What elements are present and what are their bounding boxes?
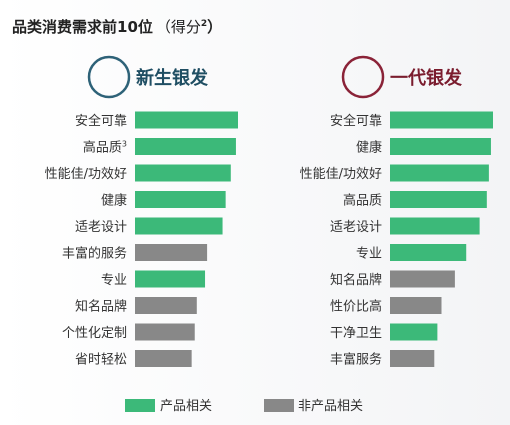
left-category-label-2: 高品质3 [83, 140, 127, 156]
right-panel-heading: 一代银发 [390, 67, 463, 89]
left-bar-4 [135, 191, 226, 208]
right-category-label-5: 适老设计 [330, 220, 382, 235]
right-category-label-7: 知名品牌 [330, 272, 382, 288]
chart-title-main: 品类消费需求前10位 [12, 18, 153, 36]
legend-label-product: 产品相关 [160, 399, 212, 414]
legend-swatch-product [125, 399, 155, 412]
left-bar-3 [135, 164, 231, 182]
right-category-label-1: 安全可靠 [330, 113, 382, 129]
legend-swatch-non-product [264, 399, 294, 412]
left-category-label-1: 安全可靠 [75, 113, 127, 129]
right-category-label-8: 性价比高 [330, 299, 382, 315]
right-bar-4 [390, 191, 487, 208]
right-panel-circle [341, 55, 385, 99]
right-bar-2 [390, 138, 491, 155]
left-bar-2 [135, 138, 236, 155]
right-bar-10 [390, 350, 435, 367]
left-category-label-9: 个性化定制 [62, 326, 127, 341]
left-bar-6 [135, 244, 208, 261]
left-category-label-8: 知名品牌 [75, 299, 127, 315]
left-bar-9 [135, 323, 195, 341]
left-category-label-5: 适老设计 [75, 220, 127, 235]
chart-title-footnote: 2 [200, 19, 208, 29]
left-category-label-3: 性能佳/功效好 [45, 167, 127, 182]
chart-title-paren-open: （得分 [155, 18, 201, 36]
left-panel-heading: 新生银发 [136, 67, 209, 89]
right-category-label-6: 专业 [356, 247, 382, 262]
left-bar-10 [135, 350, 192, 367]
left-panel-circle [87, 55, 131, 99]
right-bar-1 [390, 111, 493, 129]
right-category-label-9: 干净卫生 [330, 326, 382, 341]
chart-title-paren-close: ） [207, 18, 223, 36]
legend-label-non-product: 非产品相关 [298, 399, 363, 414]
right-category-label-3: 性能佳/功效好 [300, 167, 382, 182]
right-bar-3 [390, 164, 489, 182]
left-category-label-4: 健康 [101, 193, 127, 209]
left-category-label-6: 丰富的服务 [62, 246, 127, 262]
chart-title: 品类消费需求前10位 （得分2） [12, 16, 222, 37]
right-category-label-10: 丰富服务 [330, 352, 382, 368]
right-category-label-4: 高品质 [343, 193, 382, 209]
right-bar-5 [390, 217, 480, 235]
left-bar-5 [135, 217, 223, 235]
right-category-label-2: 健康 [356, 140, 382, 156]
right-bar-6 [390, 244, 467, 261]
left-bar-1 [135, 111, 238, 129]
left-category-label-7: 专业 [101, 273, 127, 288]
right-bar-8 [390, 297, 442, 314]
left-bar-7 [135, 270, 206, 288]
left-category-label-10: 省时轻松 [75, 353, 127, 368]
right-bar-7 [390, 270, 455, 288]
left-bar-8 [135, 297, 197, 314]
right-bar-9 [390, 323, 438, 341]
